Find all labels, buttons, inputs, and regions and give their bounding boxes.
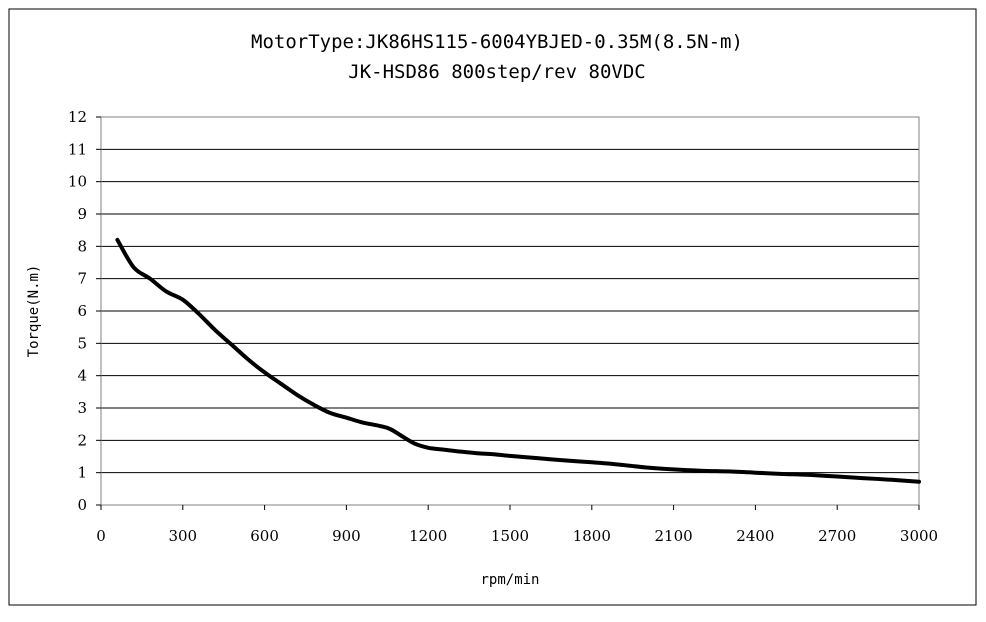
y-tick-label: 2 [77,431,87,449]
data-point [509,455,511,457]
x-tick-label: 600 [250,527,279,545]
data-point [536,457,539,459]
chart-outer-frame [8,8,977,606]
series-group [115,237,921,484]
x-tick-label: 2100 [655,527,693,545]
y-tick-label: 3 [77,399,87,417]
data-point [329,412,331,414]
data-point [132,266,135,269]
y-tick-label: 4 [77,367,87,385]
x-tick-label: 900 [332,527,361,545]
data-point [890,479,893,481]
data-point [389,428,391,430]
data-point [247,358,249,361]
y-tick-label: 5 [77,334,87,352]
y-tick-label: 6 [77,302,87,320]
data-point [312,404,315,406]
x-tick-label: 3000 [900,527,938,545]
data-point [918,480,920,483]
data-point [400,434,402,437]
y-tick-label: 8 [77,237,87,255]
y-tick-label: 10 [68,173,87,191]
y-tick-label: 7 [77,270,87,288]
data-point [296,394,299,396]
data-point [263,371,266,374]
data-point [591,461,593,464]
x-tick-label: 1200 [409,527,447,545]
data-point [809,474,811,476]
data-point [198,313,200,316]
y-axis-label: Torque(N.m) [26,265,42,358]
data-point [345,416,348,419]
data-point [443,448,446,451]
x-tick-label: 300 [168,527,197,545]
data-point [836,475,838,478]
data-point [781,473,784,475]
data-point [476,452,479,455]
data-point [182,298,184,301]
data-point [645,466,648,469]
chart-subtitle: JK-HSD86 800step/rev 80VDC [348,61,645,83]
y-tick-label: 9 [77,205,87,223]
y-tick-label: 11 [68,140,87,158]
data-point [116,239,119,241]
data-point [618,463,620,466]
data-point [492,453,495,456]
x-tick-label: 2700 [818,527,856,545]
data-point [214,329,217,332]
x-tick-label: 1800 [573,527,611,545]
data-point [378,425,380,427]
data-point [563,459,566,462]
x-axis-label: rpm/min [480,572,539,588]
data-point [280,383,282,385]
y-tick-label: 1 [77,464,87,482]
data-point [672,468,675,471]
y-tick-label: 0 [77,496,87,514]
data-point [863,477,866,480]
x-tick-label: 0 [96,527,106,545]
x-tick-label: 2400 [736,527,774,545]
data-point [165,290,168,293]
x-tick-labels: 0 300 600 900 1200 1500 1800 2100 2400 2700 3000 [96,505,938,545]
data-point [700,469,702,472]
data-point [754,471,757,474]
y-tick-label: 12 [68,108,87,126]
data-point [427,447,430,449]
x-tick-label: 1500 [491,527,529,545]
chart-title: MotorType:JK86HS115-6004YBJED-0.35M(8.5N… [251,31,743,53]
data-point [362,421,364,424]
data-point [413,442,416,445]
data-point [727,470,729,473]
data-point [460,450,462,453]
data-point [231,344,233,346]
data-point [149,277,151,280]
